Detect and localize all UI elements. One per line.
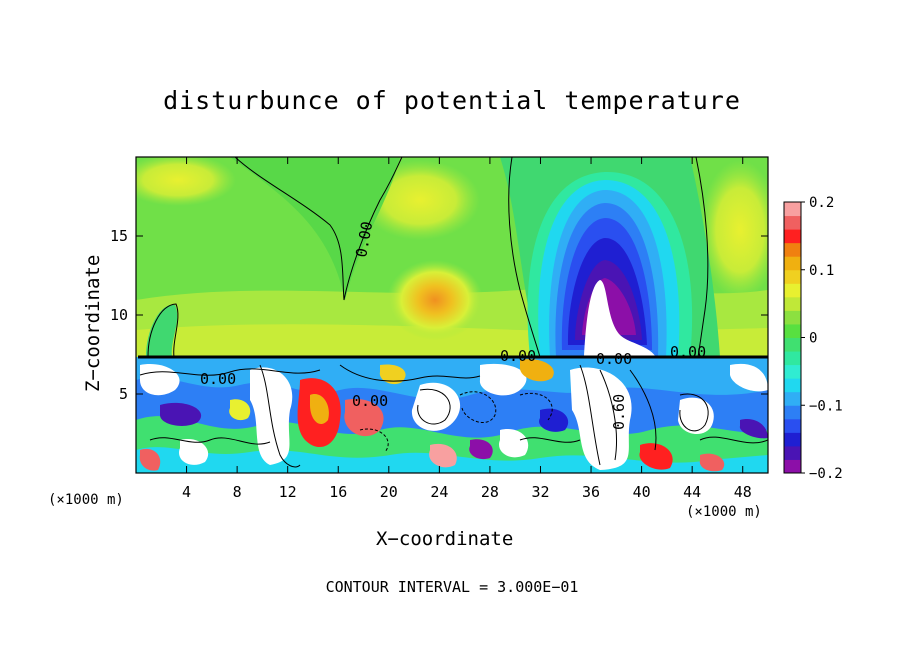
colorbar-swatch (784, 378, 801, 393)
y-axis-ticks: 5 10 15 (110, 227, 768, 403)
x-tick-label: 44 (683, 483, 701, 501)
field-upper (136, 157, 768, 357)
contour-label: 0.60 (610, 394, 628, 430)
colorbar-swatch (784, 405, 801, 420)
contour-label: 0.00 (670, 343, 706, 361)
contour-label: 0.00 (352, 220, 376, 259)
contour-label: 0.00 (500, 347, 536, 365)
x-unit-label-left: (×1000 m) (48, 492, 124, 508)
colorbar-swatch (784, 391, 801, 406)
colorbar-swatch (784, 323, 801, 338)
chart-title: disturbunce of potential temperature (163, 86, 741, 115)
colorbar-swatch (784, 364, 801, 379)
x-tick-label: 28 (481, 483, 499, 501)
contour-label: 0.00 (352, 392, 388, 410)
colorbar-tick-label: −0.2 (809, 466, 843, 482)
x-tick-label: 12 (279, 483, 297, 501)
y-tick-label: 15 (110, 227, 128, 245)
colorbar-tick-label: 0 (809, 331, 817, 347)
x-tick-label: 32 (531, 483, 549, 501)
x-tick-label: 4 (182, 483, 191, 501)
x-tick-label: 24 (430, 483, 448, 501)
turbulent-layer (136, 357, 768, 473)
colorbar-swatch (784, 432, 801, 447)
x-tick-label: 8 (233, 483, 242, 501)
colorbar-swatch (784, 337, 801, 352)
x-tick-label: 48 (734, 483, 752, 501)
y-axis-label: Z−coordinate (82, 254, 104, 392)
contour-label: 0.00 (200, 370, 236, 388)
colorbar-swatch (784, 256, 801, 271)
colorbar-swatch (784, 283, 801, 298)
cold-anomaly (527, 171, 693, 357)
contour-labels: 0.00 0.00 0.00 0.00 0.00 0.00 0.60 (200, 220, 706, 430)
colorbar-swatch (784, 418, 801, 433)
contour-label: 0.00 (596, 350, 632, 368)
colorbar-swatch (784, 459, 801, 474)
x-tick-label: 40 (633, 483, 651, 501)
contour-interval-note: CONTOUR INTERVAL = 3.000E−01 (325, 578, 579, 596)
colorbar-swatch (784, 242, 801, 257)
y-tick-label: 10 (110, 306, 128, 324)
colorbar-swatch (784, 229, 801, 244)
x-tick-label: 16 (329, 483, 347, 501)
colorbar-tick-label: −0.1 (809, 398, 843, 414)
x-axis-ticks: 4 8 12 16 20 24 28 32 36 40 44 48 (182, 157, 752, 501)
y-tick-label: 5 (119, 385, 128, 403)
colorbar-tick-label: 0.2 (809, 195, 834, 211)
colorbar-swatch (784, 296, 801, 311)
colorbar: 0.2 0.1 0 −0.1 −0.2 (783, 195, 843, 482)
colorbar-swatch (784, 215, 801, 230)
x-tick-label: 20 (380, 483, 398, 501)
colorbar-tick-label: 0.1 (809, 263, 834, 279)
x-tick-label: 36 (582, 483, 600, 501)
colorbar-swatch (784, 445, 801, 460)
colorbar-swatch (784, 310, 801, 325)
x-axis-label: X−coordinate (376, 528, 514, 550)
colorbar-swatch (784, 269, 801, 284)
contour-lines (138, 157, 768, 359)
x-unit-label-right: (×1000 m) (686, 504, 762, 520)
colorbar-swatch (784, 202, 801, 217)
colorbar-swatch (784, 351, 801, 366)
